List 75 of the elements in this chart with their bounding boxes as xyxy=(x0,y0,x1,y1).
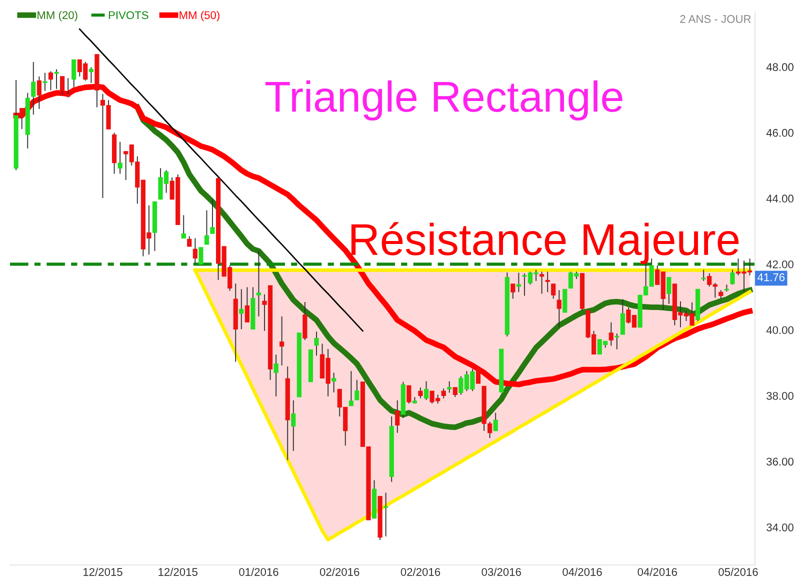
candlestick xyxy=(418,386,423,399)
candlestick xyxy=(42,72,48,92)
x-tick-label: 04/2016 xyxy=(638,568,677,576)
y-tick-label: 38.00 xyxy=(766,392,794,400)
x-tick-label: 02/2016 xyxy=(320,568,360,576)
candlestick xyxy=(545,271,550,293)
x-tick-label: 02/2016 xyxy=(400,568,440,576)
candlestick xyxy=(118,141,122,174)
candlestick xyxy=(187,236,192,247)
legend-label: PIVOTS xyxy=(108,11,148,20)
candlestick xyxy=(620,298,625,336)
candlestick xyxy=(516,272,522,293)
text: 41.76 xyxy=(757,273,785,282)
candlestick xyxy=(730,269,735,286)
x-tick-label: 01/2016 xyxy=(239,568,278,576)
candlestick xyxy=(424,380,429,400)
x-tick-label: 04/2016 xyxy=(562,568,602,576)
candlestick xyxy=(556,290,562,328)
candlestick xyxy=(701,269,706,282)
y-tick-label: 36.00 xyxy=(766,458,794,466)
annotation: Triangle Rectangle xyxy=(265,80,622,121)
candlestick xyxy=(48,70,54,91)
candlestick xyxy=(395,400,400,434)
candlestick xyxy=(384,492,388,537)
y-tick-label: 48.00 xyxy=(766,63,794,72)
x-tick-label: 05/2016 xyxy=(718,568,758,576)
candlestick xyxy=(354,379,360,400)
candlestick xyxy=(20,108,24,130)
candlestick xyxy=(181,214,186,239)
y-tick-label: 44.00 xyxy=(766,194,794,203)
candlestick xyxy=(447,380,452,394)
legend-label: MM (50) xyxy=(180,10,220,22)
candlestick xyxy=(60,76,65,96)
y-tick-label: 34.00 xyxy=(766,523,794,532)
x-tick-label: 03/2016 xyxy=(482,568,521,576)
candlestick xyxy=(54,68,59,90)
candlestick xyxy=(540,271,544,294)
candlestick xyxy=(406,385,412,404)
y-tick-label: 42.00 xyxy=(766,260,794,268)
candlestick xyxy=(198,246,204,265)
candlestick xyxy=(66,78,70,98)
candlestick xyxy=(614,333,620,350)
annotation: Résistance Majeure xyxy=(351,222,739,264)
annotation: 2 ANS - JOUR xyxy=(680,15,751,23)
x-tick-label: 12/2015 xyxy=(158,568,198,576)
candlestick xyxy=(192,238,198,264)
y-tick-label: 46.00 xyxy=(766,128,794,137)
candlestick xyxy=(274,354,278,397)
candlestick xyxy=(256,250,262,317)
candlestick xyxy=(31,61,36,116)
candlestick xyxy=(562,288,568,313)
candlestick xyxy=(36,76,42,110)
candlestick xyxy=(239,288,244,330)
candlestick xyxy=(210,198,215,234)
candlestick xyxy=(476,368,481,384)
candlestick xyxy=(314,331,319,356)
candlestick xyxy=(493,412,498,432)
candlestick xyxy=(291,400,296,452)
candlestick xyxy=(608,322,614,346)
candlestick xyxy=(510,283,516,300)
candlestick xyxy=(244,286,250,323)
candlestick xyxy=(302,301,308,341)
candlestick xyxy=(204,210,210,245)
candlestick xyxy=(348,370,354,406)
candlestick xyxy=(332,372,336,393)
candlestick xyxy=(72,59,76,88)
y-tick-label: 40.00 xyxy=(766,326,794,334)
candlestick xyxy=(88,66,94,84)
candlestick xyxy=(452,386,458,398)
x-tick-label: 12/2015 xyxy=(83,568,122,576)
legend-label: MM (20) xyxy=(38,10,78,22)
candlestick xyxy=(280,316,284,366)
candlestick xyxy=(441,388,446,399)
candlestick xyxy=(551,283,556,300)
candlestick xyxy=(666,276,672,304)
